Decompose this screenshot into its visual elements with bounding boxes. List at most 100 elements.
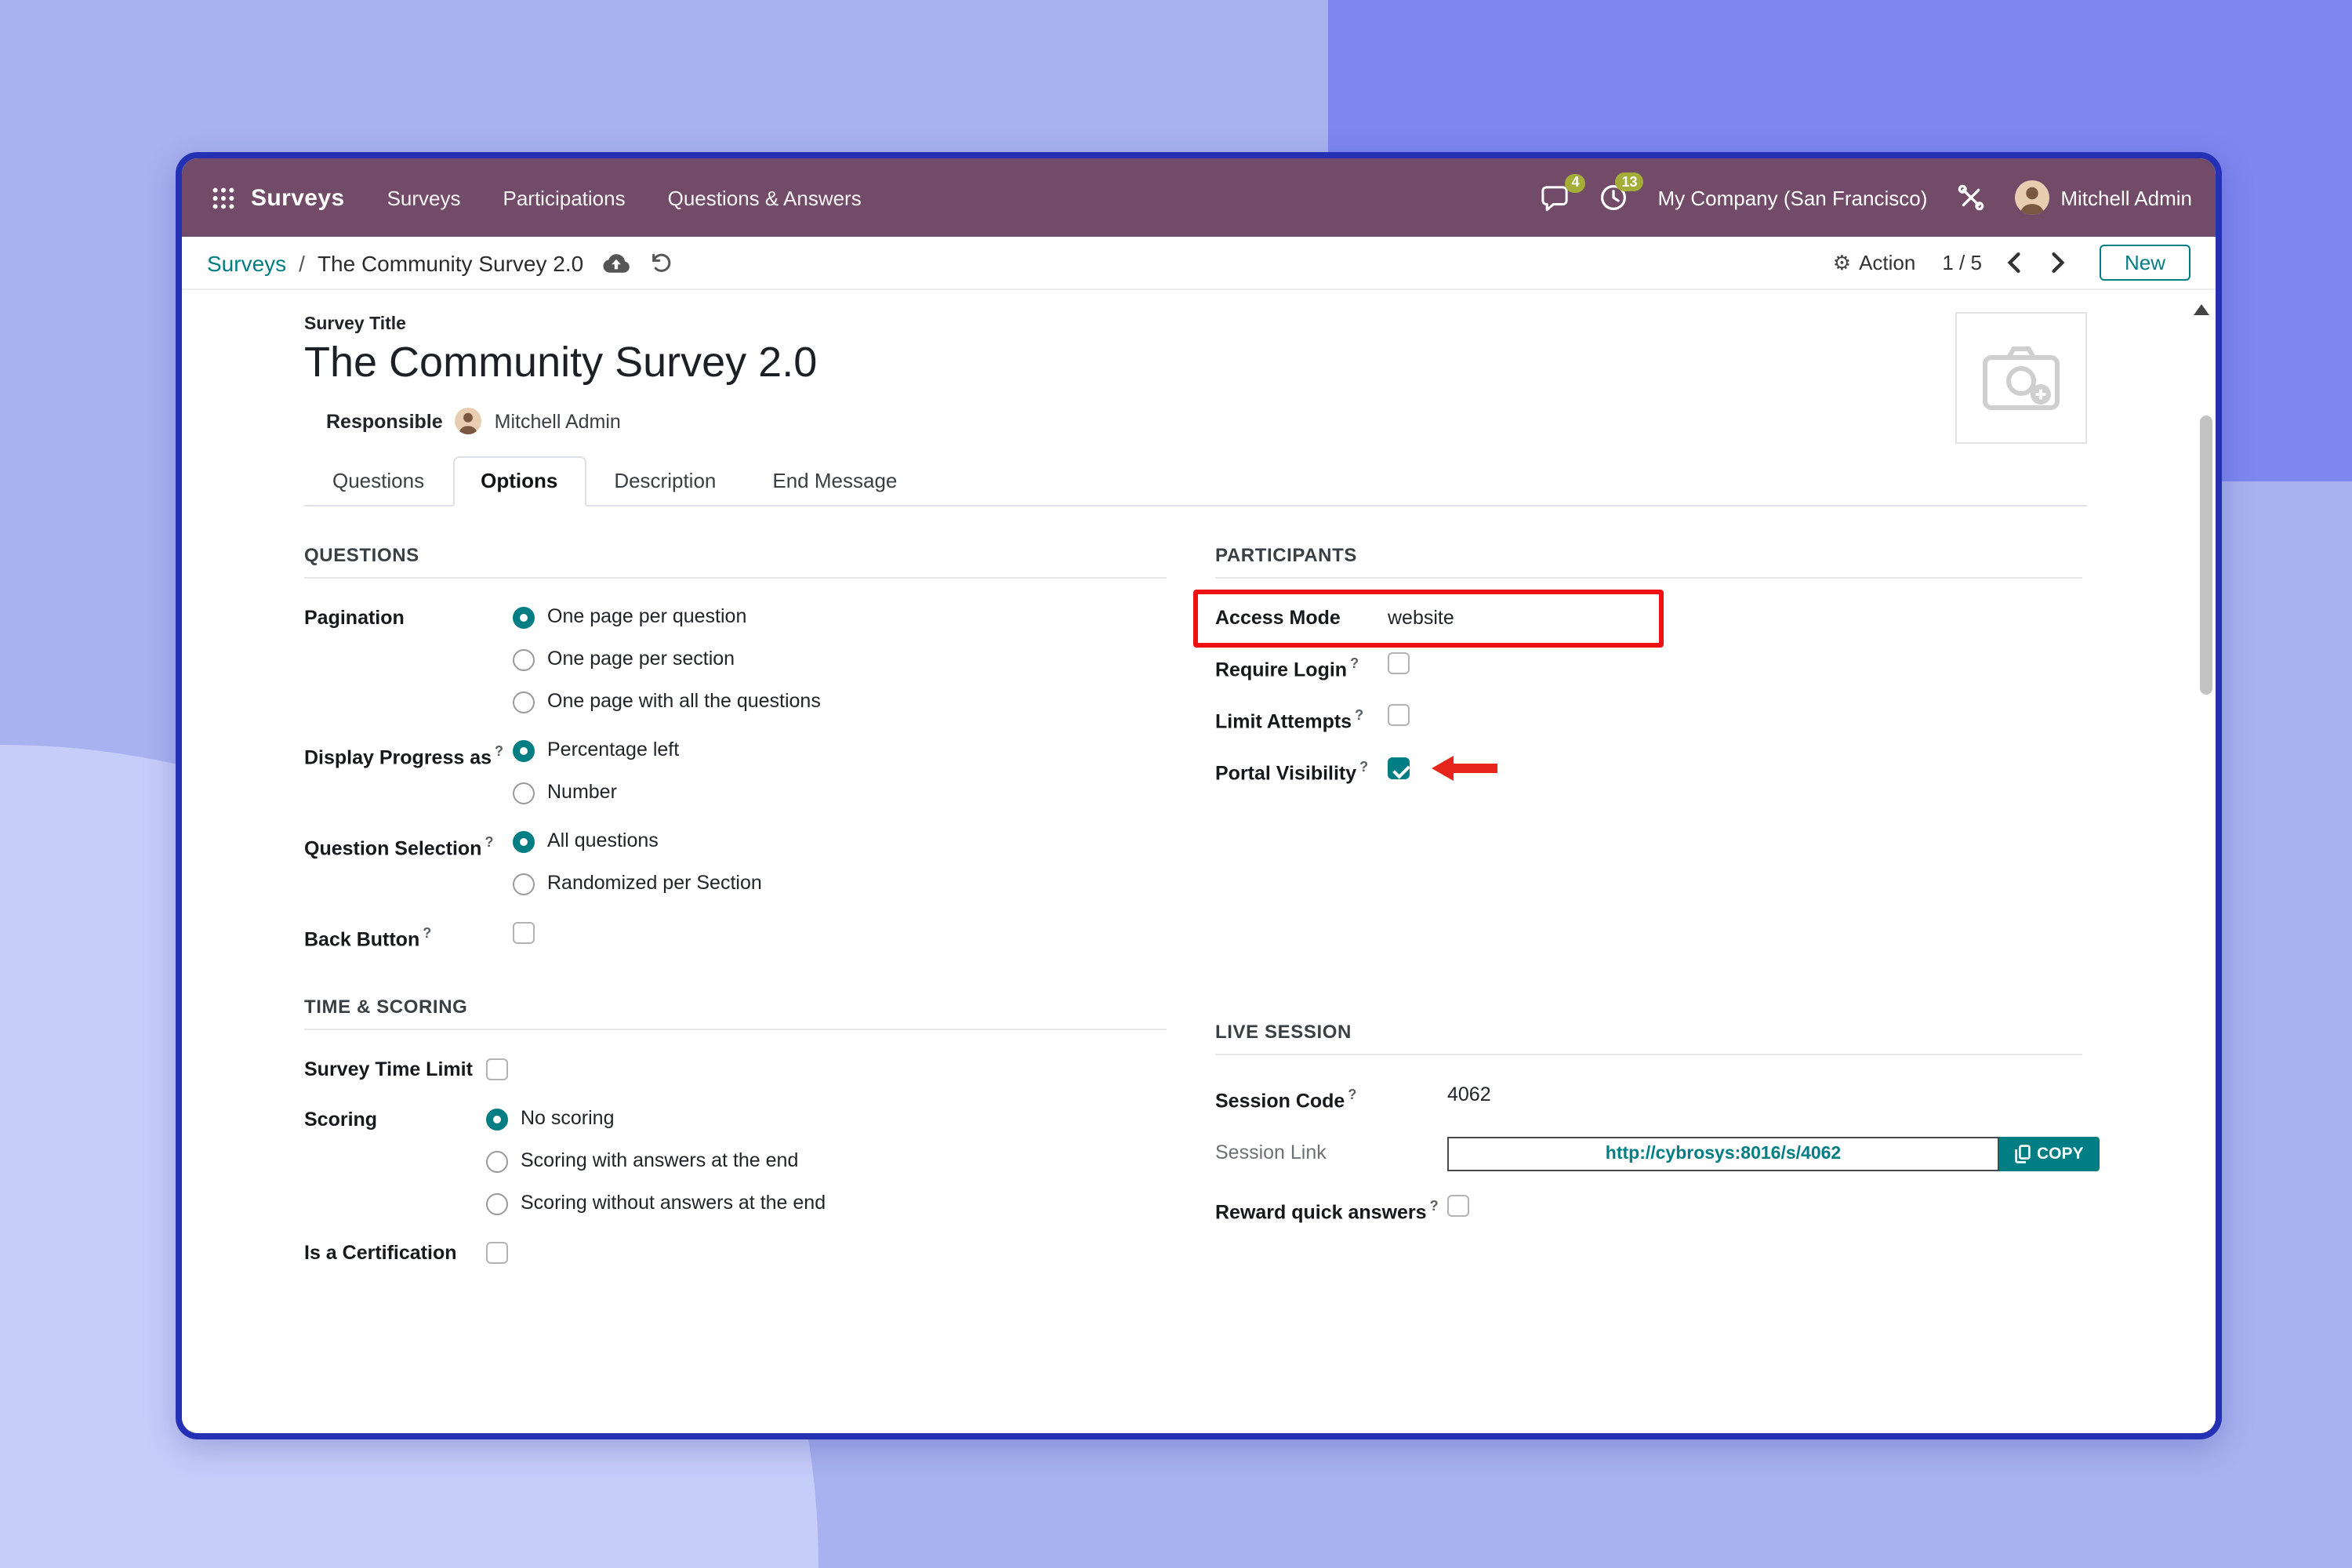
tab-end-message[interactable]: End Message	[772, 469, 898, 492]
chevron-right-icon	[2052, 252, 2065, 273]
responsible-label: Responsible	[326, 410, 443, 432]
action-menu[interactable]: ⚙ Action	[1833, 251, 1916, 274]
pager-previous-button[interactable]	[2002, 249, 2026, 276]
radio-randomized-per-section[interactable]: Randomized per Section	[513, 869, 762, 898]
menu-questions-answers[interactable]: Questions & Answers	[667, 186, 862, 209]
time-scoring-section-title: TIME & SCORING	[304, 996, 1167, 1031]
radio-one-page-per-question[interactable]: One page per question	[513, 602, 821, 632]
question-selection-radio-group: All questions Randomized per Section	[513, 826, 762, 898]
radio-one-page-per-section[interactable]: One page per section	[513, 644, 821, 674]
menu-surveys[interactable]: Surveys	[387, 186, 461, 209]
breadcrumb-surveys-link[interactable]: Surveys	[207, 250, 287, 275]
breadcrumb-current: The Community Survey 2.0	[317, 250, 584, 275]
display-progress-label: Display Progress as?	[304, 743, 504, 769]
field-reward-quick-answers: Reward quick answers?	[1215, 1189, 2082, 1227]
help-icon: ?	[1350, 655, 1359, 671]
limit-attempts-label: Limit Attempts?	[1215, 707, 1364, 733]
main-menu: Surveys Participations Questions & Answe…	[387, 186, 862, 209]
back-button-checkbox[interactable]	[513, 922, 535, 944]
field-require-login: Require Login?	[1215, 648, 2082, 685]
new-button[interactable]: New	[2099, 245, 2190, 281]
radio-icon	[513, 830, 535, 852]
field-display-progress: Display Progress as? Percentage left	[304, 735, 1167, 808]
radio-icon	[513, 782, 535, 804]
radio-icon	[513, 648, 535, 670]
field-back-button: Back Button?	[304, 917, 1167, 955]
require-login-checkbox[interactable]	[1388, 652, 1410, 674]
user-menu[interactable]: Mitchell Admin	[2015, 180, 2192, 215]
survey-title-label: Survey Title	[304, 315, 406, 334]
apps-grid-icon	[212, 187, 234, 209]
menu-participations[interactable]: Participations	[503, 186, 626, 209]
chevron-left-icon	[2007, 252, 2020, 273]
radio-one-page-all-questions[interactable]: One page with all the questions	[513, 687, 821, 717]
field-portal-visibility: Portal Visibility?	[1215, 752, 2082, 789]
help-icon: ?	[423, 925, 432, 941]
tools-button[interactable]	[1957, 183, 1985, 212]
access-mode-value[interactable]: website	[1388, 607, 1454, 629]
field-scoring: Scoring No scoring Scoring with answers …	[304, 1104, 1167, 1218]
control-panel-right: ⚙ Action 1 / 5 New	[1833, 245, 2190, 281]
scroll-up-arrow[interactable]	[2194, 304, 2209, 315]
radio-no-scoring[interactable]: No scoring	[486, 1104, 826, 1134]
radio-icon	[486, 1150, 508, 1173]
session-link-input[interactable]: http://cybrosys:8016/s/4062	[1447, 1136, 1999, 1171]
messages-button[interactable]: 4	[1540, 173, 1586, 211]
activities-button[interactable]: 13	[1599, 172, 1644, 212]
tab-options[interactable]: Options	[452, 456, 586, 506]
action-label: Action	[1859, 251, 1916, 274]
field-session-link: Session Link http://cybrosys:8016/s/4062	[1215, 1136, 2100, 1171]
limit-attempts-checkbox[interactable]	[1388, 704, 1410, 727]
session-link-label: Session Link	[1215, 1141, 1327, 1163]
survey-time-limit-label: Survey Time Limit	[304, 1058, 473, 1081]
pagination-radio-group: One page per question One page per secti…	[513, 602, 821, 717]
reward-quick-answers-checkbox[interactable]	[1447, 1194, 1469, 1217]
copy-button[interactable]: COPY	[1999, 1136, 2100, 1171]
participants-section-title: PARTICIPANTS	[1215, 544, 2082, 579]
company-switcher[interactable]: My Company (San Francisco)	[1657, 186, 1928, 209]
radio-icon	[513, 873, 535, 895]
tab-questions[interactable]: Questions	[332, 469, 425, 492]
save-cloud-icon[interactable]	[602, 252, 630, 274]
is-certification-checkbox[interactable]	[486, 1242, 508, 1265]
question-selection-label: Question Selection?	[304, 834, 494, 860]
tab-description[interactable]: Description	[614, 469, 717, 492]
time-scoring-section: TIME & SCORING Survey Time Limit Scoring	[304, 996, 1167, 1269]
app-name[interactable]: Surveys	[251, 184, 345, 211]
radio-scoring-with-answers[interactable]: Scoring with answers at the end	[486, 1146, 826, 1176]
pager-next-button[interactable]	[2046, 249, 2070, 276]
participants-section: PARTICIPANTS Access Mode website Require…	[1193, 544, 2082, 789]
session-code-label: Session Code?	[1215, 1087, 1357, 1113]
portal-visibility-checkbox[interactable]	[1388, 757, 1410, 780]
radio-icon	[513, 739, 535, 761]
radio-number[interactable]: Number	[513, 778, 679, 808]
field-session-code: Session Code? 4062	[1215, 1080, 2082, 1117]
is-certification-label: Is a Certification	[304, 1242, 457, 1265]
help-icon: ?	[1359, 759, 1369, 775]
radio-scoring-without-answers[interactable]: Scoring without answers at the end	[486, 1189, 826, 1218]
back-button-label: Back Button?	[304, 925, 432, 951]
messages-badge: 4	[1565, 173, 1586, 192]
gear-icon: ⚙	[1832, 251, 1852, 274]
responsible-value[interactable]: Mitchell Admin	[494, 410, 621, 432]
radio-icon	[486, 1192, 508, 1215]
annotation-red-arrow	[1432, 756, 1497, 782]
field-survey-time-limit: Survey Time Limit	[304, 1054, 1167, 1085]
survey-time-limit-checkbox[interactable]	[486, 1058, 508, 1081]
scrollbar-thumb[interactable]	[2200, 416, 2212, 695]
radio-icon	[513, 691, 535, 713]
reward-quick-answers-label: Reward quick answers?	[1215, 1197, 1439, 1223]
session-code-value[interactable]: 4062	[1447, 1083, 1491, 1106]
survey-title-field[interactable]: The Community Survey 2.0	[304, 339, 818, 386]
survey-image-placeholder[interactable]	[1955, 312, 2087, 444]
options-right-column: PARTICIPANTS Access Mode website Require…	[1193, 544, 2100, 1287]
radio-all-questions[interactable]: All questions	[513, 826, 762, 856]
apps-menu-button[interactable]	[205, 180, 241, 216]
require-login-label: Require Login?	[1215, 655, 1359, 681]
display-progress-radio-group: Percentage left Number	[513, 735, 679, 808]
discard-undo-icon[interactable]	[649, 251, 673, 274]
options-columns: QUESTIONS Pagination One page per questi…	[304, 544, 2100, 1287]
form-view: Survey Title The Community Survey 2.0 Re…	[182, 290, 2216, 1433]
options-left-column: QUESTIONS Pagination One page per questi…	[304, 544, 1167, 1287]
radio-percentage-left[interactable]: Percentage left	[513, 735, 679, 765]
